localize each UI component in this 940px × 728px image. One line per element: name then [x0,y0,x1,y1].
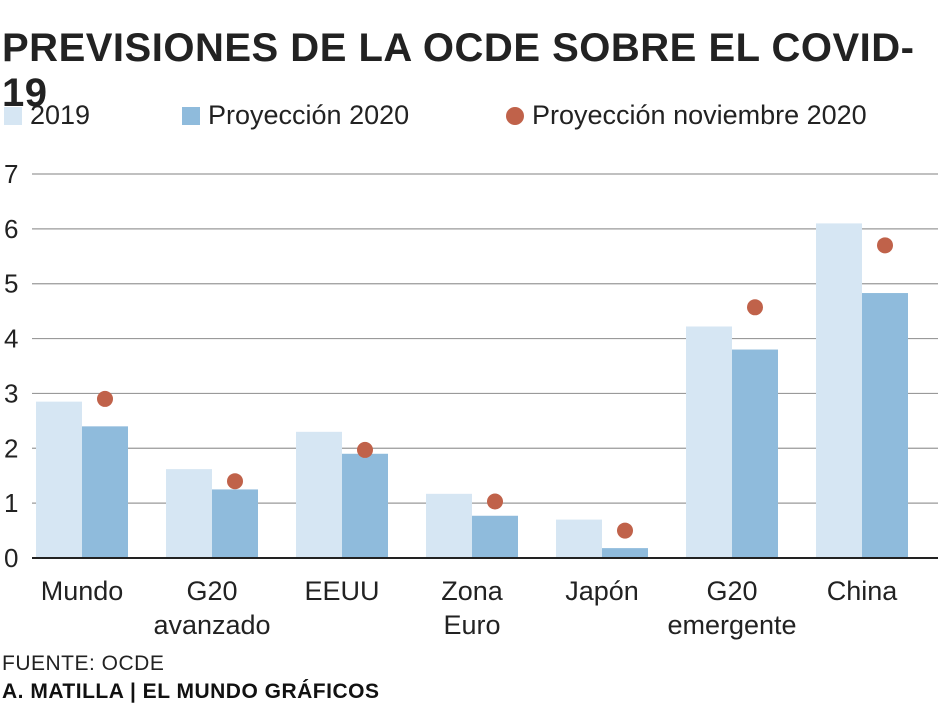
bar-2019 [296,431,342,558]
legend-label-proyeccion-2020: Proyección 2020 [208,100,410,130]
point-proyeccion-noviembre [227,473,243,490]
bar-proyeccion-2020 [732,349,778,558]
x-tick-label: EEUU [304,576,379,606]
y-tick-label: 6 [4,214,18,244]
point-proyeccion-noviembre [877,237,893,254]
y-tick-label: 1 [4,488,18,518]
legend-item-2019: 2019 [4,100,90,131]
bar-proyeccion-2020 [472,515,518,558]
bar-proyeccion-2020 [342,453,388,558]
legend-swatch-2019 [4,106,22,125]
bar-2019 [556,519,602,558]
legend-item-proyeccion-noviembre: Proyección noviembre 2020 [506,100,867,131]
chart-title: PREVISIONES DE LA OCDE SOBRE EL COVID-19 [2,26,915,115]
point-proyeccion-noviembre [617,522,633,539]
credit-note: A. MATILLA | EL MUNDO GRÁFICOS [2,680,380,703]
x-tick-label: China [827,576,899,606]
bar-chart: 0 1 2 3 4 5 6 7 Mundo G20 avanzado EEUU Zona Euro Japó… [4,159,938,640]
bar-2019 [816,223,862,558]
x-tick-label: Mundo [41,576,124,606]
bar-proyeccion-2020 [862,293,908,558]
bar-2019 [686,326,732,558]
source-note: FUENTE: OCDE [2,652,165,675]
point-proyeccion-noviembre [487,493,503,510]
x-tick-label: Zona [441,576,504,606]
legend-swatch-proyeccion-2020 [182,106,200,125]
x-tick-label: avanzado [153,610,270,640]
bar-2019 [166,469,212,558]
bar-proyeccion-2020 [82,426,128,558]
point-proyeccion-noviembre [97,390,113,407]
y-tick-label: 7 [4,159,18,189]
legend-label-2019: 2019 [30,100,91,130]
x-tick-label: Japón [565,576,639,606]
point-proyeccion-noviembre [747,299,763,316]
y-tick-label: 4 [4,324,18,354]
bar-proyeccion-2020 [212,489,258,558]
legend: 2019 Proyección 2020 Proyección noviembr… [0,100,940,136]
y-tick-label: 3 [4,378,18,408]
x-tick-label: G20 [186,576,237,606]
x-tick-label: Euro [443,610,500,640]
x-tick-label: G20 [706,576,757,606]
y-tick-label: 0 [4,543,18,573]
legend-label-proyeccion-noviembre: Proyección noviembre 2020 [532,100,867,130]
point-proyeccion-noviembre [357,441,373,458]
y-tick-label: 5 [4,269,18,299]
y-tick-label: 2 [4,433,18,463]
legend-item-proyeccion-2020: Proyección 2020 [182,100,409,131]
bar-2019 [36,401,82,558]
x-tick-label: emergente [667,610,796,640]
bar-2019 [426,493,472,558]
legend-swatch-proyeccion-noviembre [506,106,524,125]
bar-proyeccion-2020 [602,548,648,558]
